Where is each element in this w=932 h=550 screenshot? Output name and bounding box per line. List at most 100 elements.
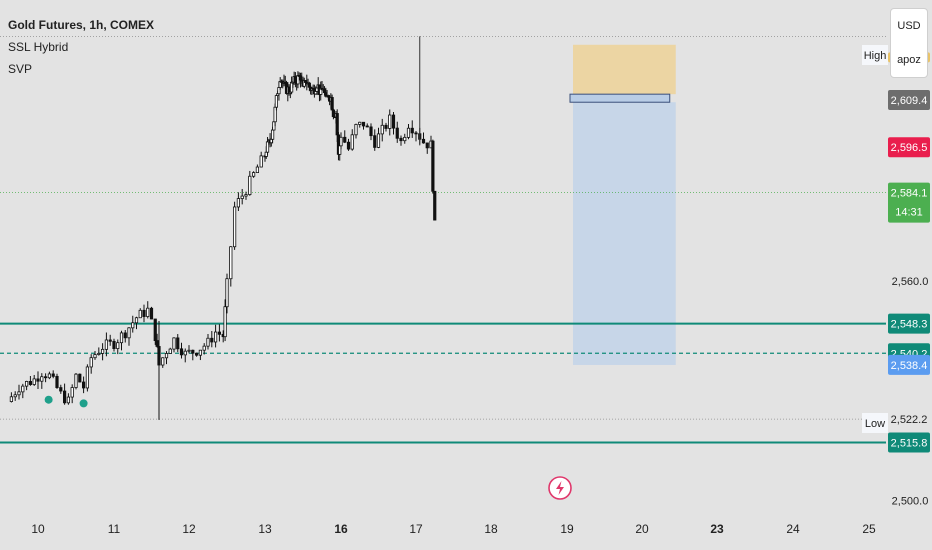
target-zone bbox=[573, 44, 676, 95]
candle-body bbox=[339, 136, 343, 147]
candle-body bbox=[93, 354, 97, 359]
candle-body bbox=[149, 307, 154, 320]
candle-body bbox=[270, 129, 275, 140]
currency-label[interactable]: USD bbox=[897, 20, 921, 32]
candle-body bbox=[116, 342, 120, 349]
low-label-box bbox=[862, 413, 888, 433]
entry-box[interactable] bbox=[569, 93, 671, 103]
candle-body bbox=[369, 126, 373, 137]
candle-body bbox=[373, 135, 377, 148]
candle-body bbox=[179, 348, 184, 356]
candle-body bbox=[55, 375, 59, 388]
candle-body bbox=[112, 340, 116, 349]
candle-body bbox=[433, 190, 437, 221]
candle-body bbox=[36, 378, 40, 382]
candle-body bbox=[388, 114, 392, 129]
price-label: 2,548.3 bbox=[891, 319, 928, 331]
candle-body bbox=[138, 309, 142, 319]
candle-body bbox=[82, 381, 86, 389]
candle-body bbox=[63, 390, 67, 404]
currency-menu[interactable]: USD apoz bbox=[890, 8, 928, 78]
candle-body bbox=[198, 349, 202, 356]
candle-body bbox=[78, 373, 82, 383]
candle-body bbox=[153, 318, 157, 341]
y-tick-label: 2,500.0 bbox=[892, 495, 929, 507]
price-label-box bbox=[888, 313, 930, 334]
candle-body bbox=[131, 322, 135, 329]
candle-body bbox=[164, 353, 169, 359]
price-label: 2,515.8 bbox=[891, 438, 928, 450]
price-label-box bbox=[888, 182, 930, 223]
x-axis-layer: 10 11 12 13 16 17 18 19 20 23 24 25 bbox=[31, 522, 876, 536]
candle-body bbox=[74, 373, 78, 388]
candle-body bbox=[395, 127, 399, 139]
candle-body bbox=[406, 127, 411, 138]
ssl-signal-dot bbox=[44, 395, 53, 404]
price-label-box bbox=[888, 137, 930, 158]
candle-body bbox=[24, 381, 29, 387]
candle-body bbox=[358, 121, 362, 125]
price-label-box bbox=[888, 432, 930, 453]
scale-mode-label[interactable]: apoz bbox=[897, 54, 921, 66]
candle-body bbox=[70, 387, 74, 398]
candle-body bbox=[376, 133, 381, 148]
candle-body bbox=[350, 134, 354, 150]
candle-body bbox=[236, 198, 240, 208]
candle-body bbox=[172, 337, 176, 350]
candle-body bbox=[59, 387, 63, 392]
candle-body bbox=[354, 124, 358, 136]
candle-body bbox=[101, 348, 105, 354]
candle-body bbox=[161, 357, 165, 366]
chart-legend: Gold Futures, 1h, COMEX SSL Hybrid SVP bbox=[8, 14, 154, 80]
indicator-ssl-hybrid[interactable]: SSL Hybrid bbox=[8, 40, 69, 54]
levels-layer bbox=[0, 35, 886, 444]
x-tick-label: 16 bbox=[334, 522, 348, 536]
candle-body bbox=[146, 307, 150, 317]
candle-body bbox=[335, 113, 339, 136]
x-tick-label: 18 bbox=[484, 522, 498, 536]
price-label: 2,522.2 bbox=[891, 414, 928, 426]
candle-body bbox=[248, 175, 252, 195]
candle-body bbox=[17, 391, 21, 396]
x-tick-label: 10 bbox=[31, 522, 45, 536]
candle-body bbox=[330, 97, 334, 111]
candle-body bbox=[403, 136, 407, 142]
candle-body bbox=[217, 331, 221, 335]
candle-body bbox=[255, 166, 260, 174]
lightning-icon[interactable] bbox=[548, 476, 572, 500]
candle-body bbox=[380, 124, 384, 135]
candle-body bbox=[251, 172, 256, 177]
indicator-svp[interactable]: SVP bbox=[8, 62, 33, 76]
x-tick-label: 11 bbox=[108, 522, 121, 536]
candle-body bbox=[414, 132, 418, 135]
candle-body bbox=[104, 339, 108, 350]
markers-layer bbox=[44, 395, 88, 408]
candle-body bbox=[176, 337, 180, 350]
price-label-box bbox=[888, 90, 930, 111]
candle-body bbox=[384, 124, 388, 129]
candle-body bbox=[97, 353, 101, 355]
x-tick-label: 12 bbox=[182, 522, 196, 536]
candle-body bbox=[194, 352, 199, 356]
candle-body bbox=[66, 396, 70, 404]
y-tick-label: 2,560.0 bbox=[892, 276, 929, 288]
x-tick-label: 13 bbox=[258, 522, 272, 536]
candle-body bbox=[343, 136, 347, 143]
price-label-box bbox=[888, 354, 930, 375]
candle-body bbox=[119, 332, 124, 344]
candle-body bbox=[123, 332, 127, 339]
candle-body bbox=[142, 309, 146, 317]
candle-body bbox=[202, 345, 206, 351]
candle-body bbox=[134, 317, 139, 324]
candle-body bbox=[232, 206, 237, 248]
candle-body bbox=[108, 339, 112, 342]
candle-body bbox=[274, 95, 279, 108]
x-tick-label: 23 bbox=[710, 522, 724, 536]
price-label: 2,596.5 bbox=[891, 142, 928, 154]
candle-body bbox=[183, 350, 187, 356]
candle-body bbox=[244, 194, 248, 197]
x-tick-label: 17 bbox=[409, 522, 423, 536]
candle-body bbox=[213, 331, 218, 343]
